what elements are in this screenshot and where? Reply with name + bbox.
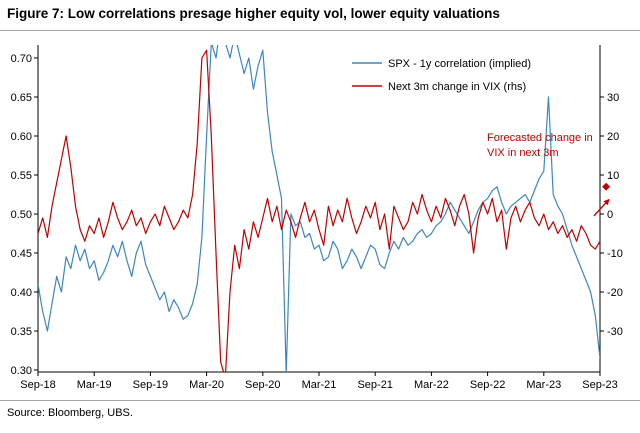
figure-title: Figure 7: Low correlations presage highe… (7, 6, 500, 21)
series-line-1 (38, 49, 600, 372)
x-axis-tick-label: Sep-18 (20, 379, 55, 391)
left-axis-tick-label: 0.55 (11, 170, 32, 182)
right-axis-tick-label: 30 (607, 92, 619, 104)
x-axis-tick-label: Mar-23 (526, 379, 561, 391)
right-axis-tick-label: -10 (607, 248, 623, 260)
x-axis-tick-label: Sep-21 (357, 379, 392, 391)
right-axis-tick-label: 20 (607, 131, 619, 143)
legend-label-spx-correlation: SPX - 1y correlation (implied) (388, 58, 531, 70)
left-axis-tick-label: 0.35 (11, 326, 32, 338)
right-axis-tick-label: 0 (607, 209, 613, 221)
forecast-diamond (602, 182, 611, 191)
x-axis-tick-label: Mar-22 (414, 379, 449, 391)
title-divider (0, 30, 640, 31)
series-line-0 (38, 45, 600, 372)
x-axis-tick-label: Mar-21 (302, 379, 337, 391)
source-note: Source: Bloomberg, UBS. (7, 407, 133, 419)
source-divider (0, 400, 640, 401)
x-axis-tick-label: Mar-19 (77, 379, 112, 391)
forecast-marker (593, 182, 611, 217)
forecast-arrow (593, 198, 610, 217)
left-axis-tick-label: 0.30 (11, 365, 32, 377)
left-axis-tick-label: 0.40 (11, 287, 32, 299)
legend: SPX - 1y correlation (implied) Next 3m c… (352, 58, 531, 93)
left-axis-tick-label: 0.65 (11, 92, 32, 104)
left-axis-tick-label: 0.70 (11, 53, 32, 65)
left-axis-tick-label: 0.60 (11, 131, 32, 143)
x-axis-tick-label: Mar-20 (189, 379, 224, 391)
right-axis-tick-label: -30 (607, 326, 623, 338)
x-axis-tick-label: Sep-23 (582, 379, 617, 391)
chart-axes: 0.70 0.65 0.60 0.55 0.50 0.45 0.40 0.35 0.30 30 20… (11, 45, 623, 391)
forecast-annotation-line1: Forecasted change in (487, 132, 593, 144)
right-axis-tick-label: -20 (607, 287, 623, 299)
right-axis-tick-label: 10 (607, 170, 619, 182)
x-axis-tick-label: Sep-19 (133, 379, 168, 391)
forecast-annotation-line2: VIX in next 3m (487, 147, 559, 159)
x-axis-tick-label: Sep-20 (245, 379, 280, 391)
left-axis-tick-label: 0.50 (11, 209, 32, 221)
legend-label-vix-change: Next 3m change in VIX (rhs) (388, 81, 526, 93)
chart-series (38, 45, 600, 372)
left-axis-tick-label: 0.45 (11, 248, 32, 260)
x-axis-tick-label: Sep-22 (470, 379, 505, 391)
